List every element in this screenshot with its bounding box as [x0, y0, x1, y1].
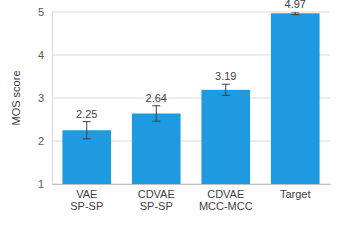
error-bar-cap [83, 138, 91, 139]
y-tick: 4 [38, 49, 52, 61]
x-tick: CDVAEMCC-MCC [199, 184, 253, 212]
y-tick-label: 4 [38, 49, 44, 61]
error-bar-cap [152, 105, 160, 106]
error-bar-cap [291, 12, 299, 13]
bar [201, 90, 250, 184]
bar [271, 13, 320, 184]
y-tick: 1 [38, 178, 52, 190]
error-bar [291, 12, 299, 15]
data-labels: 2.25 2.64 3.19 4.97 [76, 0, 306, 120]
y-tick-label: 2 [38, 135, 44, 147]
x-tick-label-line: SP-SP [140, 200, 173, 212]
error-bar-stem [156, 106, 157, 121]
x-tick: VAESP-SP [70, 184, 103, 212]
error-bar [152, 106, 160, 121]
bar [132, 113, 181, 184]
x-tick: CDVAESP-SP [138, 184, 175, 212]
data-label: 4.97 [285, 0, 306, 10]
error-bar-cap [291, 14, 299, 15]
x-tick-label-line: SP-SP [70, 200, 103, 212]
x-axis: VAESP-SPCDVAESP-SPCDVAEMCC-MCCTarget [53, 184, 331, 212]
x-tick-label: VAESP-SP [70, 188, 103, 213]
data-label: 2.64 [146, 92, 167, 104]
y-tick-label: 5 [38, 6, 44, 18]
error-bar-stem [86, 122, 87, 139]
x-tick-label: Target [280, 188, 311, 200]
x-tick-label: CDVAEMCC-MCC [199, 188, 253, 213]
y-tick-label: 1 [38, 178, 44, 190]
error-bar [222, 84, 230, 95]
y-tick-label: 3 [38, 92, 44, 104]
y-axis: 1 2 3 4 5 [38, 6, 53, 190]
y-axis-title: MOS score [10, 70, 22, 125]
y-tick: 2 [38, 135, 52, 147]
error-bar-cap [83, 121, 91, 122]
y-axis-line [52, 13, 53, 185]
x-tick-label-line: CDVAE [138, 188, 175, 200]
x-tick: Target [280, 184, 311, 200]
grid-line [52, 12, 330, 13]
error-bar [83, 122, 91, 139]
error-bar-stem [225, 84, 226, 95]
error-bar-cap [222, 84, 230, 85]
plot: 12345VAESP-SPCDVAESP-SPCDVAEMCC-MCCTarge… [38, 0, 331, 212]
x-tick-label-line: MCC-MCC [199, 200, 253, 212]
marks [62, 12, 319, 184]
data-label: 3.19 [215, 70, 236, 82]
data-label: 2.25 [76, 108, 97, 120]
x-axis-line [53, 184, 331, 185]
y-tick: 5 [38, 6, 52, 18]
x-tick-label-line: Target [280, 188, 311, 200]
x-tick-label: CDVAESP-SP [138, 188, 175, 213]
x-tick-label-line: CDVAE [207, 188, 244, 200]
y-tick: 3 [38, 92, 52, 104]
grid [52, 12, 330, 184]
x-tick-label-line: VAE [76, 188, 97, 200]
error-bar-cap [222, 95, 230, 96]
error-bar-cap [152, 121, 160, 122]
